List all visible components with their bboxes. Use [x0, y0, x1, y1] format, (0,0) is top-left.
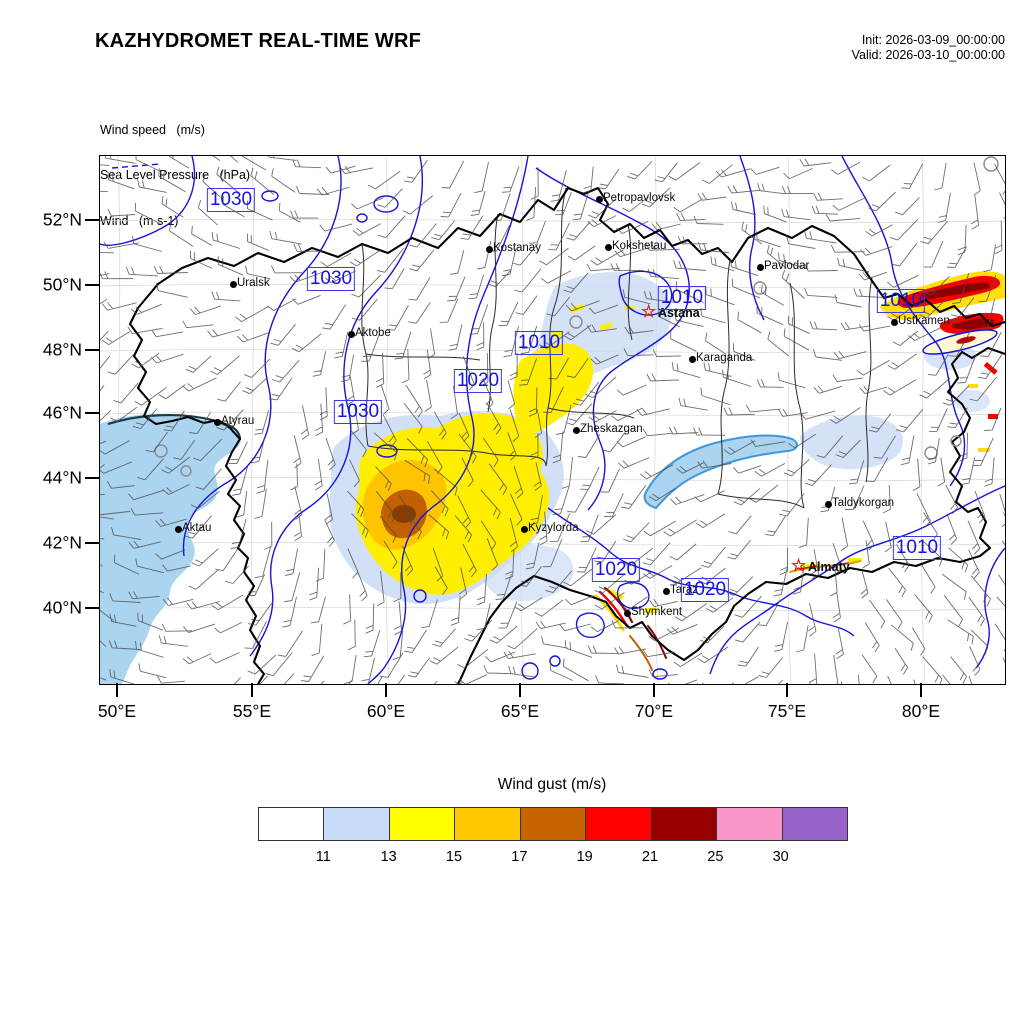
lat-tick-mark	[85, 477, 99, 479]
colorbar-tick-label: 17	[511, 849, 528, 865]
run-info: Init: 2026-03-09_00:00:00 Valid: 2026-03…	[852, 33, 1005, 63]
lon-tick-label: 75°E	[767, 701, 807, 721]
lon-tick-mark	[920, 683, 922, 697]
colorbar-segment	[650, 808, 717, 840]
lat-tick-label: 46°N	[42, 402, 82, 423]
lat-tick-mark	[85, 219, 99, 221]
lon-tick-mark	[251, 683, 253, 697]
colorbar	[258, 807, 848, 841]
lon-tick-mark	[385, 683, 387, 697]
lat-tick-label: 42°N	[42, 532, 82, 553]
colorbar-tick-label: 11	[315, 849, 331, 865]
colorbar-tick-label: 19	[576, 849, 593, 865]
field-sea-level-pressure: Sea Level Pressure (hPa)	[100, 168, 251, 183]
lat-tick-label: 40°N	[42, 597, 82, 618]
lon-tick-mark	[519, 683, 521, 697]
lat-tick-label: 52°N	[42, 209, 82, 230]
colorbar-segment	[716, 808, 782, 840]
lat-tick-mark	[85, 542, 99, 544]
small-lakes	[111, 163, 668, 680]
field-wind: Wind (m s-1)	[100, 214, 179, 229]
lon-tick-mark	[653, 683, 655, 697]
map-frame: Petropavlovsk Kokshetau Kostanay Pavlodar Ur…	[99, 155, 1006, 685]
lon-tick-label: 60°E	[366, 701, 406, 721]
caspian-sea	[100, 414, 241, 684]
lat-tick-mark	[85, 284, 99, 286]
lon-tick-label: 65°E	[500, 701, 540, 721]
field-wind-speed: Wind speed (m/s)	[100, 122, 205, 137]
colorbar-segment	[454, 808, 520, 840]
colorbar-tick-label: 13	[380, 849, 397, 865]
colorbar-segment	[519, 808, 586, 840]
country-border	[128, 186, 1005, 684]
lake-balkhash	[643, 434, 798, 510]
colorbar-title: Wind gust (m/s)	[497, 776, 607, 793]
map-svg	[100, 156, 1005, 684]
colorbar-tick-label: 25	[707, 849, 724, 865]
colorbar-segment	[781, 808, 847, 840]
isobars	[100, 156, 1005, 684]
lat-tick-label: 50°N	[42, 274, 82, 295]
colorbar-tick-label: 15	[445, 849, 463, 865]
colorbar-segment	[323, 808, 389, 840]
init-time: Init: 2026-03-09_00:00:00	[861, 33, 1005, 47]
colorbar-segment	[259, 808, 324, 840]
wind-barbs	[100, 156, 1005, 684]
colorbar-segment	[585, 808, 651, 840]
lat-tick-label: 44°N	[42, 467, 82, 488]
lat-tick-label: 48°N	[42, 339, 82, 360]
lon-tick-label: 50°E	[97, 701, 137, 721]
colorbar-tick-label: 21	[641, 849, 659, 865]
lon-tick-label: 70°E	[634, 701, 674, 721]
lon-tick-label: 55°E	[232, 701, 272, 721]
lon-tick-label: 80°E	[901, 701, 941, 721]
colorbar-segment	[388, 808, 455, 840]
field-list: Wind speed (m/s) Sea Level Pressure (hPa…	[100, 92, 250, 260]
page-title: KAZHYDROMET REAL-TIME WRF	[95, 30, 422, 52]
valid-time: Valid: 2026-03-10_00:00:00	[851, 48, 1005, 62]
caspian-north-shore	[107, 414, 242, 441]
lat-tick-mark	[85, 349, 99, 351]
lat-tick-mark	[85, 412, 99, 414]
lon-tick-mark	[786, 683, 788, 697]
lat-tick-mark	[85, 607, 99, 609]
colorbar-tick-label: 30	[772, 849, 789, 865]
lon-tick-mark	[116, 683, 118, 697]
